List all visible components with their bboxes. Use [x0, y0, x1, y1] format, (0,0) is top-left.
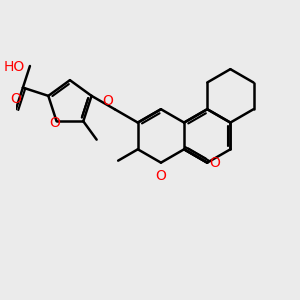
- Text: O: O: [155, 169, 167, 183]
- Text: O: O: [102, 94, 113, 108]
- Text: O: O: [11, 92, 21, 106]
- Text: O: O: [49, 116, 60, 130]
- Text: HO: HO: [4, 60, 25, 74]
- Text: O: O: [209, 156, 220, 170]
